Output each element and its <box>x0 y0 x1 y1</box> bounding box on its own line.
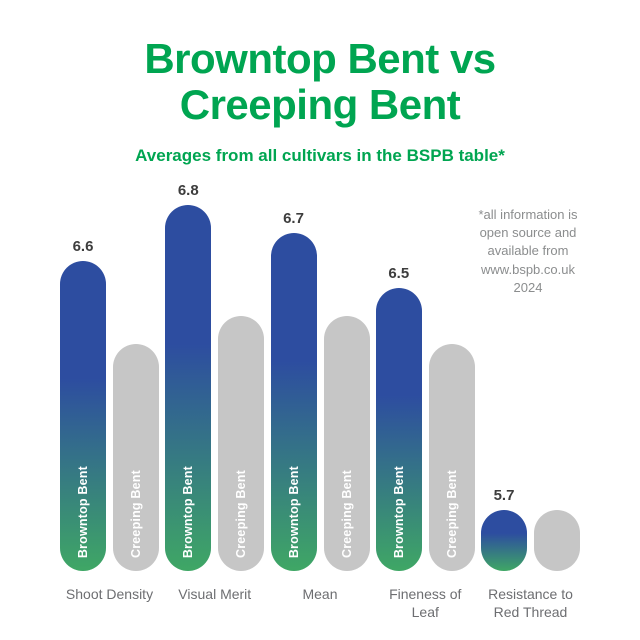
bar-pair: 5.7 <box>481 487 580 571</box>
bar-wrap: Creeping Bent <box>428 321 475 571</box>
bar-wrap: Creeping Bent <box>323 293 370 571</box>
page-title-line2: Creeping Bent <box>179 81 461 129</box>
bar-browntop: Browntop Bent <box>60 261 106 571</box>
page-title: Browntop Bent vs Creeping Bent <box>0 35 640 129</box>
bar-creeping: Creeping Bent <box>218 316 265 571</box>
bar-group: 6.6 Browntop Bent Creeping Bent Shoot Densi… <box>60 0 159 626</box>
bar-chart: 6.6 Browntop Bent Creeping Bent Shoot Densi… <box>60 0 580 626</box>
bar-value-label: 5.7 <box>493 487 515 504</box>
bar-wrap: 5.7 <box>481 487 527 571</box>
bar-value-label: 6.8 <box>177 182 199 199</box>
bar-wrap <box>534 487 580 571</box>
bar-pair: 6.7 Browntop Bent Creeping Bent <box>270 210 370 571</box>
bar-pair: 6.8 Browntop Bent Creeping Bent <box>165 182 265 571</box>
page-title-line1: Browntop Bent vs <box>144 35 496 82</box>
bar-group: 6.5 Browntop Bent Creeping Bent Fineness of… <box>375 0 475 626</box>
bar-pair: 6.5 Browntop Bent Creeping Bent <box>375 265 475 571</box>
bar-inner-label: Creeping Bent <box>234 469 249 558</box>
bar-wrap: 6.7 Browntop Bent <box>270 210 317 571</box>
category-label: Visual Merit <box>178 586 252 602</box>
bar-value-label: 6.5 <box>388 265 410 282</box>
bar-browntop: Browntop Bent <box>165 205 212 571</box>
bar-group: 6.8 Browntop Bent Creeping Bent Visual Meri… <box>165 0 265 626</box>
bar-browntop: Browntop Bent <box>270 233 317 571</box>
bar-wrap: 6.5 Browntop Bent <box>375 265 422 571</box>
bar-inner-label: Browntop Bent <box>391 465 406 558</box>
bar-inner-label: Browntop Bent <box>76 465 90 558</box>
bar-creeping: Creeping Bent <box>428 344 475 571</box>
bar-inner-label: Browntop Bent <box>286 465 301 558</box>
bar-value-label: 6.6 <box>72 238 94 255</box>
bar-group: 6.7 Browntop Bent Creeping Bent Mean <box>270 0 370 626</box>
category-label: Fineness of Leaf <box>389 586 462 620</box>
category-label: Resistance to Red Thread <box>488 586 573 620</box>
bar-group: 5.7 Resistance to Red Thread <box>481 0 580 626</box>
bar-value-label: 6.7 <box>283 210 304 227</box>
source-note: *all information is open source and avai… <box>478 207 578 295</box>
bar-inner-label: Browntop Bent <box>181 465 196 558</box>
bar-wrap: Creeping Bent <box>113 321 159 571</box>
bar-creeping: Creeping Bent <box>323 316 370 571</box>
bar-wrap: 6.6 Browntop Bent <box>60 238 106 571</box>
bar-inner-label: Creeping Bent <box>444 469 459 558</box>
category-label: Mean <box>302 586 338 602</box>
bar-wrap: 6.8 Browntop Bent <box>165 182 212 571</box>
bar-browntop <box>481 510 527 571</box>
bar-inner-label: Creeping Bent <box>339 469 354 558</box>
bar-wrap: Creeping Bent <box>218 293 265 571</box>
category-label: Shoot Density <box>65 586 154 602</box>
bar-pair: 6.6 Browntop Bent Creeping Bent <box>60 238 159 571</box>
bar-creeping: Creeping Bent <box>113 344 159 571</box>
bar-creeping <box>534 510 580 571</box>
bar-browntop: Browntop Bent <box>375 288 422 571</box>
subtitle: Averages from all cultivars in the BSPB … <box>135 146 505 165</box>
bar-inner-label: Creeping Bent <box>129 469 143 558</box>
